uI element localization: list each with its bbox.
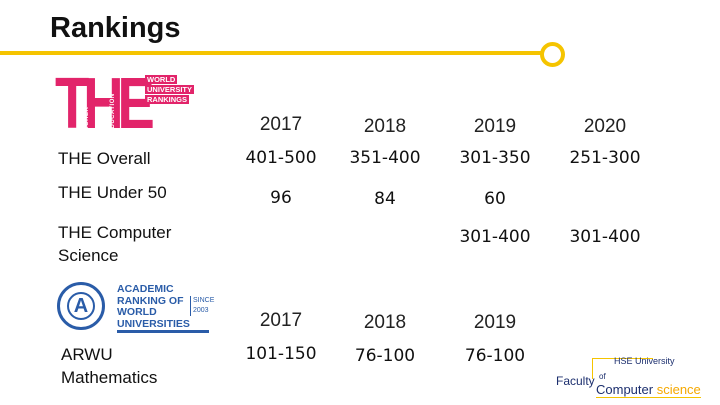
arwu-logo-line: ACADEMIC bbox=[117, 283, 174, 295]
row-label-line: Science bbox=[58, 246, 119, 265]
title-underline bbox=[0, 51, 545, 55]
faculty-logo-computer: Computer bbox=[596, 382, 654, 397]
table-cell: 101-150 bbox=[245, 344, 317, 364]
row-label-the-computer-science: THE Computer Science bbox=[58, 221, 171, 267]
the-logo-word-higher: HIGHER bbox=[84, 106, 90, 133]
the-logo-badge-rankings: RANKINGS bbox=[145, 95, 190, 104]
faculty-of-computer-science-logo: HSE University Faculty of Computer scien… bbox=[556, 356, 716, 401]
faculty-logo-faculty: Faculty bbox=[556, 374, 595, 388]
faculty-logo-science: science bbox=[656, 382, 701, 397]
arwu-underline bbox=[117, 330, 209, 333]
arwu-logo-line: UNIVERSITIES bbox=[117, 317, 190, 330]
faculty-logo-university: HSE University bbox=[614, 356, 675, 366]
faculty-logo-frame bbox=[592, 358, 653, 379]
arwu-seal-letter: A bbox=[67, 292, 95, 320]
arwu-since-badge: SINCE 2003 bbox=[190, 296, 215, 316]
the-logo-letters: THE bbox=[55, 64, 155, 144]
underline-end-dot bbox=[540, 42, 565, 67]
arwu-year-header: 2018 bbox=[363, 312, 407, 333]
table-cell: 96 bbox=[270, 188, 292, 208]
table-cell: 84 bbox=[374, 189, 396, 209]
table-cell: 351-400 bbox=[349, 148, 421, 168]
table-cell: 60 bbox=[484, 189, 506, 209]
the-year-header: 2020 bbox=[583, 116, 627, 137]
arwu-logo-text: ACADEMIC RANKING OF WORLD UNIVERSITIES bbox=[117, 283, 190, 330]
row-label-line: ARWU bbox=[61, 345, 113, 364]
table-cell: 76-100 bbox=[354, 346, 416, 366]
arwu-seal: A bbox=[57, 282, 105, 330]
faculty-logo-computer-science: Computer science bbox=[596, 382, 701, 398]
arwu-year-header: 2019 bbox=[473, 312, 517, 333]
the-year-header: 2019 bbox=[473, 116, 517, 137]
row-label-the-under-50: THE Under 50 bbox=[58, 183, 167, 202]
table-cell: 301-350 bbox=[459, 148, 531, 168]
page-title: Rankings bbox=[50, 12, 181, 44]
table-cell: 76-100 bbox=[464, 346, 526, 366]
the-logo-word-times: TIMES bbox=[60, 112, 66, 133]
the-logo-badge-university: UNIVERSITY bbox=[145, 85, 195, 94]
the-year-header: 2017 bbox=[259, 114, 303, 135]
table-cell: 301-400 bbox=[459, 227, 531, 247]
the-logo-word-education: EDUCATION bbox=[110, 93, 116, 133]
faculty-logo-of: of bbox=[599, 372, 606, 381]
table-cell: 301-400 bbox=[569, 227, 641, 247]
arwu-year-header: 2017 bbox=[259, 310, 303, 331]
row-label-line: THE Computer bbox=[58, 223, 172, 242]
the-logo-badge-world: WORLD bbox=[145, 75, 178, 84]
row-label-arwu-mathematics: ARWU Mathematics bbox=[61, 343, 157, 389]
arwu-logo: A ACADEMIC RANKING OF WORLD UNIVERSITIES… bbox=[57, 282, 214, 334]
arwu-logo-line: RANKING OF bbox=[117, 294, 184, 307]
the-year-header: 2018 bbox=[363, 116, 407, 137]
row-label-line: Mathematics bbox=[61, 368, 158, 387]
arwu-since-label: SINCE bbox=[193, 297, 215, 304]
the-rankings-logo: THE TIMES HIGHER EDUCATION WORLD UNIVERS… bbox=[55, 64, 195, 144]
the-logo-badge: WORLD UNIVERSITY RANKINGS bbox=[145, 75, 195, 105]
row-label-the-overall: THE Overall bbox=[58, 149, 151, 168]
arwu-logo-line: WORLD bbox=[117, 306, 157, 318]
table-cell: 251-300 bbox=[569, 148, 641, 168]
arwu-since-year: 2003 bbox=[193, 307, 209, 314]
table-cell: 401-500 bbox=[245, 148, 317, 168]
